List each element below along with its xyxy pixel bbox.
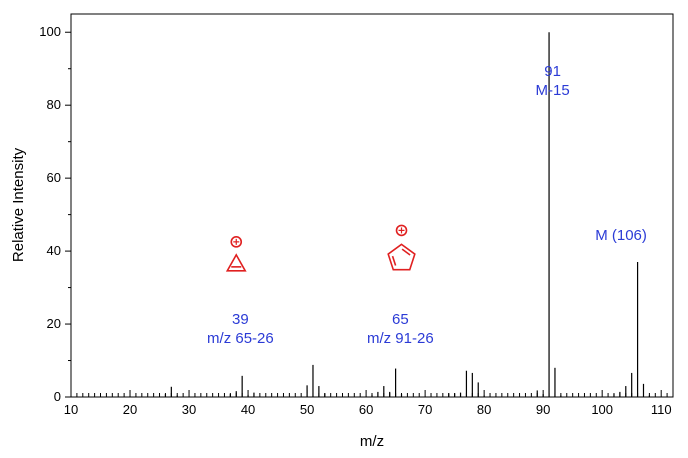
y-tick-label: 80 [47, 97, 61, 112]
peak-annotation: 39 m/z 65-26 [207, 311, 274, 347]
peak-annotation: M (106) [595, 227, 647, 244]
y-tick-label: 60 [47, 170, 61, 185]
x-tick-label: 60 [359, 402, 373, 417]
y-tick-label: 100 [39, 24, 61, 39]
annotation-line: 91 [544, 63, 561, 80]
inner-bond [401, 248, 411, 256]
x-axis-title: m/z [360, 433, 384, 450]
charge-plus-icon [395, 224, 408, 237]
annotation-line: m/z 91-26 [367, 330, 434, 347]
charge-plus-icon [230, 236, 243, 248]
x-tick-label: 20 [123, 402, 137, 417]
y-tick-label: 40 [47, 243, 61, 258]
peak-annotation: 91 M-15 [536, 63, 570, 99]
x-tick-label: 50 [300, 402, 314, 417]
x-tick-label: 100 [591, 402, 613, 417]
x-tick-label: 40 [241, 402, 255, 417]
x-tick-label: 30 [182, 402, 196, 417]
inner-bond [391, 255, 397, 266]
peak-series [164, 32, 650, 397]
annotation-line: m/z 65-26 [207, 330, 274, 347]
x-tick-label: 80 [477, 402, 491, 417]
peak-annotations: 91 M-15 M (106) 39 m/z 65-26 65 m/z 91-26 [207, 63, 647, 347]
x-tick-label: 70 [418, 402, 432, 417]
annotation-line: M (106) [595, 227, 647, 244]
y-axis-title: Relative Intensity [10, 147, 27, 262]
annotation-line: 39 [232, 311, 249, 328]
structure-drawings [225, 224, 416, 272]
annotation-line: 65 [392, 311, 409, 328]
cyclopentadienyl-cation-structure [387, 224, 416, 271]
pentagon-ring [387, 243, 416, 271]
x-tick-label: 110 [651, 402, 672, 417]
peak-annotation: 65 m/z 91-26 [367, 311, 434, 347]
annotation-line: M-15 [536, 82, 570, 99]
triangle-ring [225, 253, 247, 272]
axis-ticks: 10 20 30 40 50 60 70 80 90 100 110 0 20 40 60 80 100 [39, 24, 674, 417]
x-tick-label: 90 [536, 402, 550, 417]
x-tick-label: 10 [64, 402, 78, 417]
y-tick-label: 0 [54, 389, 61, 404]
cyclopropenyl-cation-structure [225, 236, 247, 272]
y-tick-label: 20 [47, 316, 61, 331]
